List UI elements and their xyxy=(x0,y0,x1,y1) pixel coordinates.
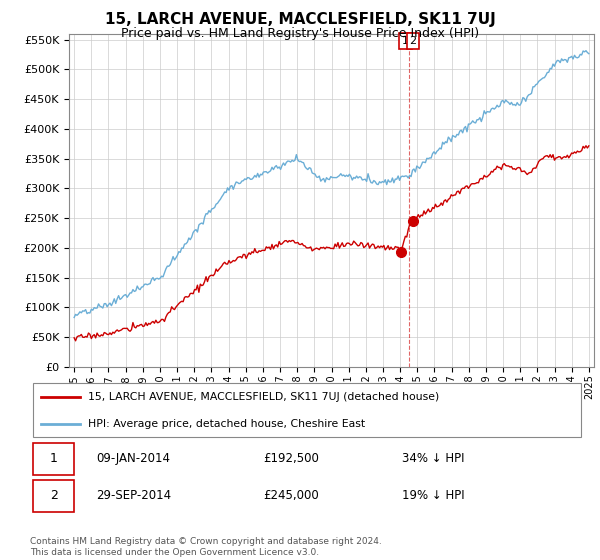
Text: 1: 1 xyxy=(50,452,58,465)
Text: HPI: Average price, detached house, Cheshire East: HPI: Average price, detached house, Ches… xyxy=(88,419,365,430)
Text: £192,500: £192,500 xyxy=(263,452,319,465)
Text: £245,000: £245,000 xyxy=(263,489,319,502)
Text: Price paid vs. HM Land Registry's House Price Index (HPI): Price paid vs. HM Land Registry's House … xyxy=(121,27,479,40)
Text: 15, LARCH AVENUE, MACCLESFIELD, SK11 7UJ (detached house): 15, LARCH AVENUE, MACCLESFIELD, SK11 7UJ… xyxy=(88,392,440,402)
Text: 15, LARCH AVENUE, MACCLESFIELD, SK11 7UJ: 15, LARCH AVENUE, MACCLESFIELD, SK11 7UJ xyxy=(104,12,496,27)
Text: 09-JAN-2014: 09-JAN-2014 xyxy=(97,452,170,465)
Text: 34% ↓ HPI: 34% ↓ HPI xyxy=(402,452,464,465)
FancyBboxPatch shape xyxy=(33,480,74,512)
Text: 1: 1 xyxy=(402,36,409,46)
Text: Contains HM Land Registry data © Crown copyright and database right 2024.
This d: Contains HM Land Registry data © Crown c… xyxy=(30,537,382,557)
FancyBboxPatch shape xyxy=(33,383,581,437)
Text: 2: 2 xyxy=(409,36,416,46)
Text: 19% ↓ HPI: 19% ↓ HPI xyxy=(402,489,464,502)
Text: 2: 2 xyxy=(50,489,58,502)
FancyBboxPatch shape xyxy=(33,444,74,475)
Text: 29-SEP-2014: 29-SEP-2014 xyxy=(97,489,172,502)
